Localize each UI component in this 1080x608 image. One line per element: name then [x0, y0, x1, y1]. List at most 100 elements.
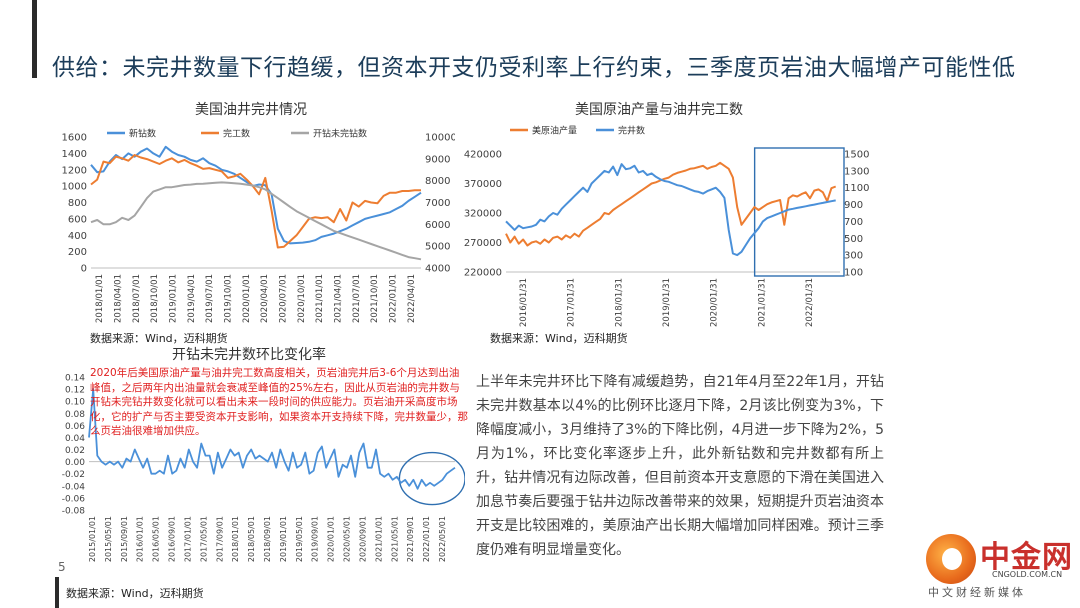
x-tick-label: 2016/01/31 [519, 278, 529, 327]
logo-main-text: 中金网 [980, 540, 1073, 575]
logo-url-text: CNGOLD.COM.CN [992, 570, 1063, 579]
x-tick-label: 2021/04/01 [334, 274, 344, 323]
x-tick-label: 2017/01/01 [183, 516, 192, 562]
x-tick-label: 2015/05/01 [104, 516, 113, 562]
logo-sub-text: 中文财经新媒体 [928, 586, 1026, 599]
legend-label-3: 开钻未完钻数 [313, 128, 367, 140]
series-line-1 [88, 388, 456, 490]
y-tick-label-left: 0.08 [65, 410, 85, 420]
x-tick-label: 2019/01/01 [279, 516, 288, 562]
legend-label-1: 美原油产量 [532, 125, 577, 137]
y-tick-label-right: 1500 [844, 150, 869, 161]
y-tick-label-left: 1200 [62, 165, 87, 176]
x-tick-label: 2020/01/31 [710, 278, 720, 327]
x-tick-label: 2020/07/01 [279, 274, 289, 323]
footer-accent-bar [55, 577, 59, 608]
legend-label-2: 完工数 [223, 128, 250, 140]
y-tick-label-left: 0.04 [65, 434, 85, 444]
y-tick-label-left: -0.06 [62, 494, 86, 504]
logo-emblem-icon [926, 534, 976, 584]
y-tick-label-left: -0.02 [62, 470, 85, 480]
x-tick-label: 2016/09/01 [168, 516, 177, 562]
y-tick-label-left: 0.14 [65, 374, 85, 384]
x-tick-label: 2020/01/01 [242, 274, 252, 323]
x-tick-label: 2021/05/01 [390, 516, 399, 562]
x-tick-label: 2019/10/01 [224, 274, 234, 323]
y-tick-label-right: 7000 [425, 198, 450, 209]
chart2-source: 数据来源：Wind，迈科期货 [490, 332, 628, 345]
x-tick-label: 2018/04/01 [114, 274, 124, 323]
highlight-circle [398, 451, 465, 506]
y-tick-label-left: 370000 [464, 179, 502, 190]
series-line-1 [505, 161, 837, 247]
x-tick-label: 2020/09/01 [358, 516, 367, 562]
y-tick-label-right: 4000 [425, 264, 450, 275]
x-tick-label: 2017/01/31 [567, 278, 577, 327]
y-tick-label-left: 220000 [464, 268, 502, 279]
y-tick-label-right: 100 [844, 268, 863, 279]
x-tick-label: 2022/05/01 [438, 516, 447, 562]
x-tick-label: 2021/01/31 [757, 278, 767, 327]
x-tick-label: 2020/04/01 [260, 274, 270, 323]
x-tick-label: 2021/01/01 [315, 274, 325, 323]
y-tick-label-left: 400 [68, 231, 87, 242]
y-tick-label-right: 1100 [844, 183, 869, 194]
x-tick-label: 2019/09/01 [311, 516, 320, 562]
y-tick-label-left: 0.02 [65, 446, 85, 456]
highlight-box [753, 147, 845, 277]
x-tick-label: 2019/07/01 [205, 274, 215, 323]
x-tick-label: 2022/04/01 [407, 274, 417, 323]
analysis-paragraph: 上半年未完井环比下降有减缓趋势，自21年4月至22年1月，开钻未完井数基本以4%… [476, 374, 884, 558]
y-tick-label-left: 0.10 [65, 398, 85, 408]
x-tick-label: 2016/01/01 [136, 516, 145, 562]
y-tick-label-left: 600 [68, 214, 87, 225]
y-tick-label-left: 1600 [62, 133, 87, 144]
x-tick-label: 2015/09/01 [120, 516, 129, 562]
x-tick-label: 2020/05/01 [343, 516, 352, 562]
x-tick-label: 2018/01/01 [95, 274, 105, 323]
series-line-3 [90, 181, 422, 261]
y-tick-label-right: 500 [844, 234, 863, 245]
chart3-title: 开钻未完井数环比变化率 [172, 347, 326, 363]
x-tick-label: 2019/01/01 [169, 274, 179, 323]
y-tick-label-left: 0.06 [65, 422, 85, 432]
y-tick-label-left: 0.12 [65, 386, 85, 396]
y-tick-label-right: 5000 [425, 242, 450, 253]
y-tick-label-right: 10000 [425, 133, 455, 144]
x-tick-label: 2022/01/01 [389, 274, 399, 323]
y-tick-label-left: 270000 [464, 238, 502, 249]
x-tick-label: 2021/09/01 [406, 516, 415, 562]
y-tick-label-left: -0.04 [62, 482, 86, 492]
chart1-source: 数据来源：Wind，迈科期货 [90, 332, 228, 345]
y-tick-label-left: 420000 [464, 150, 502, 161]
y-tick-label-left: 0 [81, 264, 87, 275]
title-accent-bar [32, 0, 37, 78]
x-tick-label: 2018/01/01 [231, 516, 240, 562]
x-tick-label: 2022/01/01 [422, 516, 431, 562]
x-tick-label: 2022/01/31 [805, 278, 815, 327]
y-tick-label-right: 1300 [844, 166, 869, 177]
chart1-completion-wells: 0 200 400 600 800 1000 1200 1400 1600 4000 5000 600… [62, 128, 455, 324]
series-line-2 [505, 163, 836, 257]
x-tick-label: 2021/01/01 [374, 516, 383, 562]
y-tick-label-right: 6000 [425, 220, 450, 231]
x-tick-label: 2018/10/01 [150, 274, 160, 323]
chart3-source: 数据来源：Wind，迈科期货 [66, 587, 204, 600]
chart2-crude-output-vs-completions: 220000 270000 320000 370000 420000 100 300 500 7… [464, 125, 870, 328]
x-tick-label: 2017/09/01 [215, 516, 224, 562]
series-line-1 [90, 145, 422, 245]
x-tick-label: 2019/01/31 [662, 278, 672, 327]
x-tick-label: 2016/05/01 [152, 516, 161, 562]
x-tick-label: 2020/01/01 [327, 516, 336, 562]
x-tick-label: 2021/07/01 [352, 274, 362, 323]
y-tick-label-left: 320000 [464, 209, 502, 220]
y-tick-label-left: -0.08 [62, 507, 86, 517]
x-tick-label: 2021/10/01 [370, 274, 380, 323]
chart2-title: 美国原油产量与油井完工数 [575, 102, 743, 118]
x-tick-label: 2020/10/01 [297, 274, 307, 323]
x-tick-label: 2017/05/01 [199, 516, 208, 562]
page-title: 供给：未完井数量下行趋缓，但资本开支仍受利率上行约束，三季度页岩油大幅增产可能性… [52, 55, 1016, 81]
y-tick-label-right: 900 [844, 200, 863, 211]
y-tick-label-left: 1400 [62, 149, 87, 160]
series-line-2 [90, 154, 421, 249]
